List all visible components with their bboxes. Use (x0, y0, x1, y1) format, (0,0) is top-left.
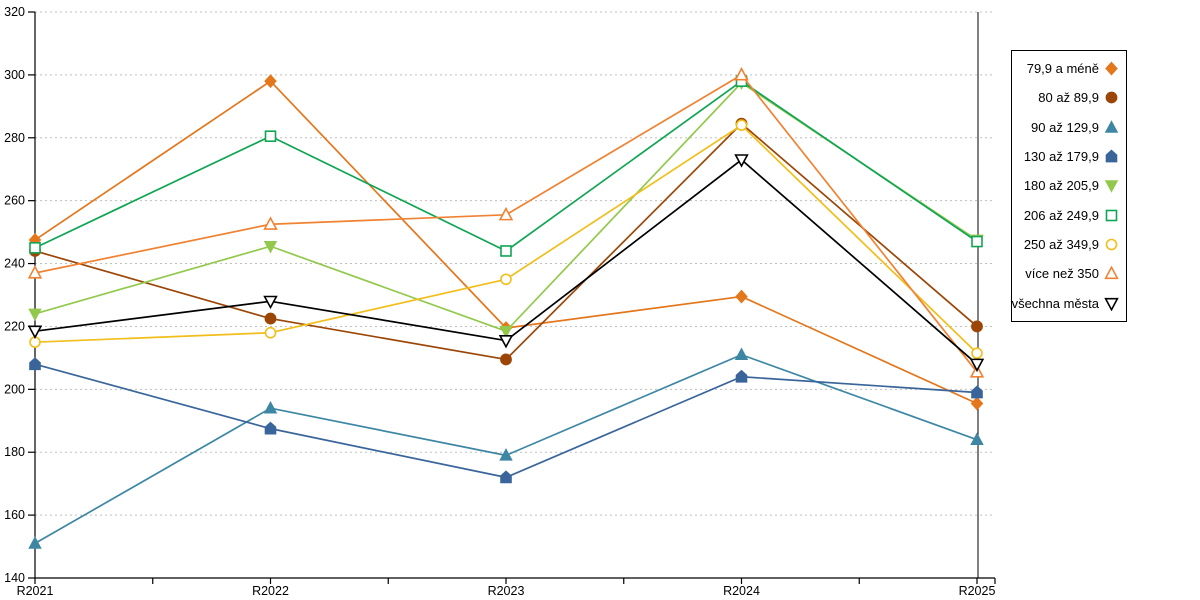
series-marker (735, 119, 748, 131)
series-marker (735, 369, 748, 383)
series-marker (27, 325, 43, 340)
series-marker (29, 357, 41, 371)
y-tick-label: 300 (4, 68, 25, 82)
series-marker (263, 400, 278, 414)
y-tick-label: 240 (4, 257, 25, 271)
triangle-up-marker-icon (1104, 266, 1119, 280)
series-marker (735, 289, 748, 304)
series-line (34, 124, 978, 355)
series-marker (971, 235, 983, 248)
legend-label: 90 až 129,9 (1031, 119, 1099, 135)
series-marker (499, 325, 513, 339)
series-line (34, 80, 978, 252)
legend-item: 130 až 179,9 (1012, 143, 1126, 171)
y-tick-label: 200 (4, 382, 25, 396)
legend-item: 80 až 89,9 (1012, 84, 1126, 112)
square-marker-icon (1105, 209, 1118, 222)
series-marker (500, 470, 512, 484)
series-marker (27, 265, 43, 279)
series-marker (264, 130, 277, 143)
x-tick-label: R2021 (17, 584, 54, 598)
circle-marker-icon (1105, 238, 1118, 251)
series-marker (264, 74, 277, 89)
series-marker (263, 216, 278, 230)
circle-marker-icon (1105, 92, 1118, 104)
legend-item: 250 až 349,9 (1012, 231, 1126, 259)
x-tick-label: R2023 (488, 584, 525, 598)
series-marker (970, 396, 984, 411)
legend-label: 180 až 205,9 (1023, 178, 1099, 194)
legend-item: 206 až 249,9 (1012, 201, 1126, 229)
pentagon-marker-icon (1105, 149, 1118, 163)
series-marker (971, 320, 983, 333)
y-tick-label: 280 (4, 131, 25, 145)
series-marker (264, 326, 277, 339)
legend: 79,9 a méně 80 až 89,9 90 až 129,9 130 až 1… (1011, 50, 1127, 322)
series-marker (734, 347, 749, 361)
y-tick-label: 320 (4, 5, 25, 19)
triangle-down-marker-icon (1104, 297, 1119, 311)
legend-item: 79,9 a méně (1012, 55, 1126, 83)
series-marker (498, 334, 514, 349)
x-tick-label: R2024 (723, 584, 760, 598)
legend-item: všechna města (1012, 289, 1126, 317)
y-tick-label: 180 (4, 445, 25, 459)
series-marker (970, 432, 984, 445)
legend-label: 250 až 349,9 (1023, 237, 1099, 253)
series-marker (734, 154, 749, 168)
legend-item: více než 350 (1012, 260, 1126, 288)
legend-item: 180 až 205,9 (1012, 172, 1126, 200)
legend-label: 130 až 179,9 (1023, 149, 1099, 165)
series-marker (499, 448, 513, 461)
triangle-up-marker-icon (1104, 120, 1119, 133)
series-marker (971, 385, 983, 399)
y-tick-label: 220 (4, 319, 25, 333)
series-marker (263, 240, 278, 254)
series-marker (500, 353, 512, 366)
series-marker (971, 347, 983, 359)
y-tick-label: 260 (4, 194, 25, 208)
legend-label: všechna města (1011, 295, 1099, 311)
series-marker (263, 295, 278, 310)
y-tick-label: 140 (4, 571, 25, 585)
series-marker (500, 245, 512, 257)
x-tick-label: R2022 (252, 584, 289, 598)
legend-label: 79,9 a méně (1026, 61, 1099, 77)
y-tick-label: 160 (4, 508, 25, 522)
series-marker (28, 308, 42, 322)
triangle-down-marker-icon (1104, 180, 1119, 194)
legend-label: více než 350 (1025, 266, 1099, 282)
series-marker (264, 312, 277, 325)
diamond-marker-icon (1105, 61, 1118, 76)
x-tick-label: R2025 (959, 584, 996, 598)
series-marker (29, 242, 41, 254)
series-marker (734, 66, 749, 81)
legend-item: 90 až 129,9 (1012, 113, 1126, 141)
legend-label: 80 až 89,9 (1038, 90, 1099, 106)
legend-label: 206 až 249,9 (1023, 207, 1099, 223)
series-marker (498, 206, 514, 221)
series-marker (969, 358, 985, 373)
series-marker (500, 273, 512, 286)
series-marker (264, 421, 277, 435)
series-marker (28, 536, 42, 549)
